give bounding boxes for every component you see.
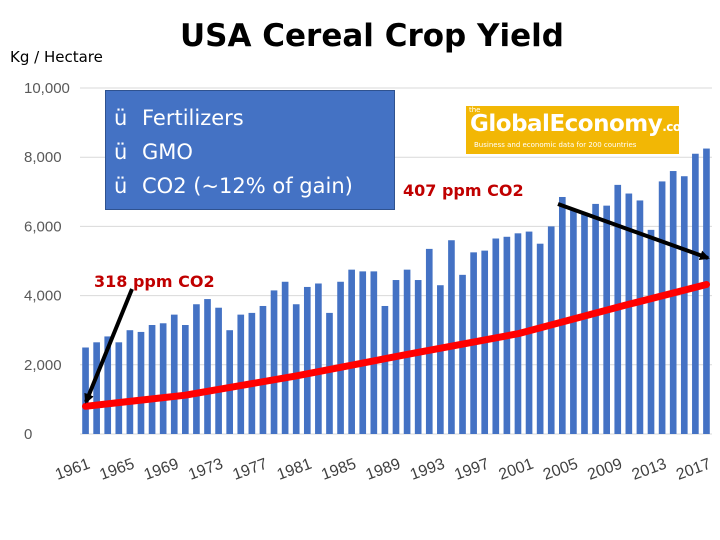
note-text: Fertilizers	[142, 106, 244, 130]
y-tick-label: 0	[24, 426, 32, 443]
bar	[292, 304, 300, 434]
x-tick-label: 1993	[408, 456, 447, 484]
x-tick-label: 2005	[541, 456, 580, 484]
bar	[625, 193, 633, 434]
bar	[337, 281, 344, 434]
x-tick-label: 1973	[186, 456, 225, 484]
factors-note-box: ü Fertilizers ü GMO ü CO2 (~12% of gain)	[105, 90, 395, 210]
check-icon: ü	[114, 174, 128, 198]
bar	[636, 200, 644, 434]
logo-name-part2: Economy	[549, 111, 663, 137]
x-tick-label: 2001	[497, 456, 536, 484]
bar	[658, 181, 666, 434]
bar	[425, 248, 433, 434]
annotation-arrows	[84, 202, 710, 404]
bar	[303, 286, 311, 434]
bar	[82, 347, 89, 434]
bar-series	[82, 148, 710, 435]
y-axis-ticks: 0 2,000 4,000 6,000 8,000 10,000	[24, 80, 70, 443]
bar	[669, 171, 677, 435]
bar	[603, 205, 610, 434]
x-tick-label: 2009	[585, 456, 624, 484]
bar	[248, 312, 256, 434]
y-tick-label: 6,000	[24, 218, 62, 235]
x-tick-label: 1981	[275, 456, 314, 484]
x-tick-label: 1985	[319, 456, 358, 484]
bar	[381, 305, 389, 434]
bar	[680, 176, 688, 435]
trend-line	[82, 281, 710, 410]
arrow-start	[84, 288, 134, 404]
bar	[547, 226, 555, 434]
bar	[104, 336, 112, 434]
bar	[159, 323, 167, 434]
y-tick-label: 10,000	[24, 80, 70, 97]
bar	[647, 229, 655, 434]
x-axis-ticks: 1961 1965 1969 1973 1977 1981 1985 1989 1993 1997…	[53, 456, 713, 484]
note-text: CO2 (~12% of gain)	[142, 174, 353, 198]
bar	[414, 280, 422, 434]
x-tick-label: 2013	[630, 456, 669, 484]
bar	[237, 314, 245, 434]
bar	[182, 325, 189, 434]
bar	[259, 305, 267, 434]
bar	[281, 281, 289, 434]
bar	[215, 307, 222, 434]
y-tick-label: 8,000	[24, 149, 62, 166]
bar	[692, 153, 699, 435]
logo-name-part1: Global	[470, 111, 550, 137]
bar	[703, 148, 710, 435]
bar	[359, 271, 367, 434]
bar	[204, 299, 211, 434]
bar	[592, 203, 599, 434]
chart-title: USA Cereal Crop Yield	[180, 18, 564, 54]
y-tick-label: 2,000	[24, 357, 62, 374]
bar	[581, 212, 588, 434]
bar	[459, 274, 466, 434]
logo-prefix: the	[469, 106, 481, 114]
bar	[326, 312, 333, 434]
note-item: ü Fertilizers	[114, 101, 394, 135]
x-tick-label: 1969	[142, 456, 181, 484]
y-axis-unit-label: Kg / Hectare	[10, 48, 103, 66]
y-tick-label: 4,000	[24, 288, 62, 305]
x-tick-label: 2017	[674, 456, 713, 484]
bar	[448, 240, 455, 434]
bar	[170, 314, 178, 434]
note-item: ü CO2 (~12% of gain)	[114, 169, 394, 203]
globaleconomy-logo: the GlobalEconomy.com Business and econo…	[466, 106, 693, 154]
bar	[148, 325, 156, 434]
note-text: GMO	[142, 140, 193, 164]
bar	[348, 269, 355, 434]
annotation-end-co2: 407 ppm CO2	[403, 181, 524, 200]
x-tick-label: 1989	[364, 456, 403, 484]
bar	[370, 271, 378, 434]
bar	[193, 304, 200, 434]
bar	[226, 330, 234, 434]
bar	[558, 196, 566, 434]
bar	[115, 342, 123, 434]
logo-name: GlobalEconomy.com	[470, 111, 693, 137]
bar	[93, 342, 100, 434]
check-icon: ü	[114, 140, 128, 164]
logo-tagline: Business and economic data for 200 count…	[474, 141, 637, 149]
arrow-end	[557, 202, 710, 260]
logo-domain: .com	[662, 120, 693, 134]
bar	[126, 330, 134, 434]
x-tick-label: 1977	[231, 456, 270, 484]
bar	[437, 285, 444, 434]
trend-series	[82, 281, 710, 410]
x-tick-label: 1961	[53, 456, 92, 484]
note-item: ü GMO	[114, 135, 394, 169]
x-tick-label: 1997	[452, 456, 491, 484]
bar	[536, 243, 544, 434]
bar	[137, 331, 145, 434]
bar	[270, 290, 278, 434]
x-tick-label: 1965	[97, 456, 136, 484]
annotation-start-co2: 318 ppm CO2	[94, 272, 215, 291]
bar	[315, 283, 322, 434]
check-icon: ü	[114, 106, 128, 130]
